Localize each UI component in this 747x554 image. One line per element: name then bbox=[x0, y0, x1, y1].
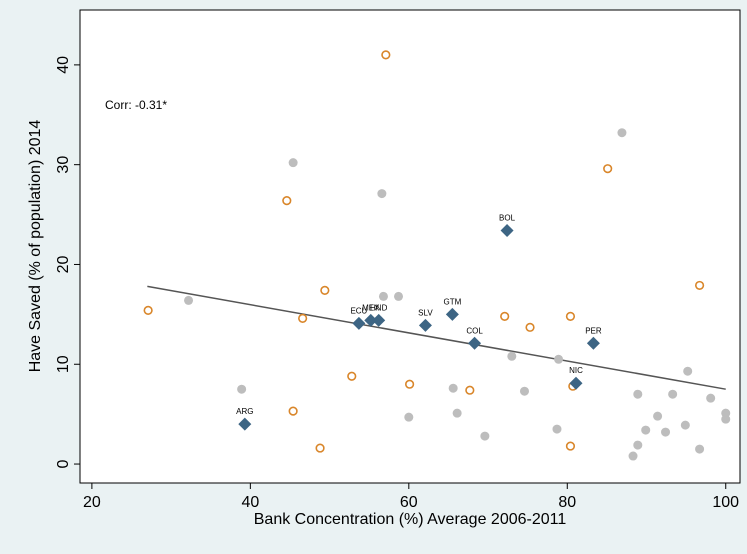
y-axis-title: Have Saved (% of population) 2014 bbox=[27, 120, 44, 373]
point bbox=[507, 351, 517, 361]
point bbox=[184, 295, 194, 305]
y-tick-label: 20 bbox=[55, 255, 72, 273]
point bbox=[364, 313, 378, 327]
point bbox=[617, 128, 627, 138]
point bbox=[565, 441, 576, 451]
point-label: NIC bbox=[569, 366, 583, 375]
point bbox=[680, 420, 690, 430]
point bbox=[381, 50, 391, 60]
fit-line bbox=[147, 285, 726, 390]
point bbox=[653, 411, 663, 421]
point bbox=[237, 384, 247, 394]
point bbox=[448, 383, 458, 393]
point-label: ECU bbox=[350, 306, 367, 315]
point bbox=[288, 406, 298, 416]
x-tick-label: 40 bbox=[241, 494, 259, 511]
point bbox=[465, 385, 475, 395]
annotation: Corr: -0.31* bbox=[105, 98, 167, 112]
point-label: COL bbox=[466, 326, 483, 335]
point bbox=[282, 195, 292, 206]
point bbox=[554, 354, 564, 364]
point bbox=[405, 379, 415, 389]
y-tick-label: 40 bbox=[55, 56, 72, 74]
point bbox=[347, 371, 357, 381]
point bbox=[378, 291, 388, 301]
point bbox=[468, 336, 482, 350]
point bbox=[721, 414, 731, 424]
point-label: PER bbox=[585, 326, 602, 335]
point bbox=[683, 366, 693, 376]
point bbox=[315, 443, 325, 453]
point-label: SLV bbox=[418, 308, 433, 317]
point bbox=[569, 376, 583, 390]
point bbox=[298, 313, 308, 323]
point bbox=[352, 316, 366, 330]
point bbox=[394, 291, 404, 301]
point bbox=[404, 412, 414, 422]
point-label: ARG bbox=[236, 407, 253, 416]
point bbox=[238, 417, 252, 431]
x-tick-label: 100 bbox=[712, 494, 739, 511]
point bbox=[452, 408, 462, 418]
x-tick-label: 80 bbox=[558, 494, 576, 511]
point bbox=[694, 280, 705, 291]
point-label: HND bbox=[370, 303, 388, 312]
point bbox=[706, 393, 716, 403]
plot-area bbox=[79, 9, 741, 484]
y-tick-label: 30 bbox=[55, 156, 72, 174]
x-axis-title: Bank Concentration (%) Average 2006-2011 bbox=[254, 511, 567, 528]
point-label: BOL bbox=[499, 214, 516, 223]
point bbox=[288, 158, 298, 168]
point bbox=[480, 431, 490, 441]
x-tick-label: 60 bbox=[400, 494, 418, 511]
point bbox=[695, 444, 705, 454]
point bbox=[628, 451, 638, 461]
point bbox=[143, 305, 153, 315]
point bbox=[445, 307, 459, 321]
point-label: MEX bbox=[362, 303, 380, 312]
point bbox=[633, 389, 643, 399]
point bbox=[320, 285, 330, 296]
y-tick-label: 10 bbox=[55, 355, 72, 373]
point bbox=[661, 427, 671, 437]
x-tick-label: 20 bbox=[83, 494, 101, 511]
point bbox=[377, 189, 387, 199]
point bbox=[641, 425, 651, 435]
point-label: GTM bbox=[443, 297, 461, 306]
point bbox=[552, 424, 562, 434]
point bbox=[603, 164, 613, 174]
point bbox=[633, 440, 643, 450]
point bbox=[500, 224, 514, 238]
point bbox=[668, 389, 678, 399]
point bbox=[525, 322, 535, 332]
y-tick-label: 0 bbox=[55, 459, 72, 468]
point bbox=[372, 313, 386, 327]
point bbox=[500, 311, 510, 321]
point bbox=[418, 318, 432, 332]
point bbox=[586, 336, 600, 350]
point bbox=[519, 386, 529, 396]
point bbox=[565, 311, 576, 321]
